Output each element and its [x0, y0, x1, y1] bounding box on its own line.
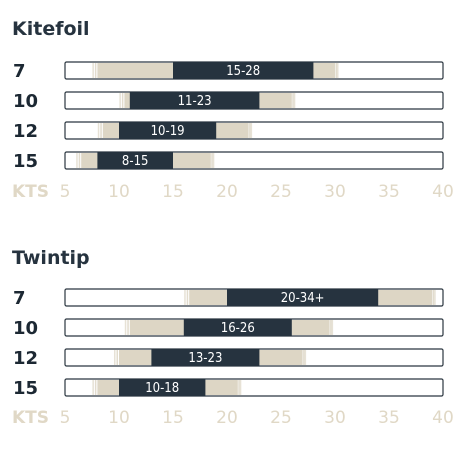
range-row: 12 10-19	[13, 121, 444, 142]
range-row: 10 11-23	[13, 91, 444, 112]
chart-title: Twintip	[12, 247, 90, 269]
fade-stripe	[303, 350, 305, 365]
tick-label: 20	[216, 408, 238, 428]
fade-stripe	[249, 123, 251, 138]
range-value-label: 15-28	[226, 64, 260, 79]
fade-stripe	[78, 153, 81, 168]
range-value-label: 10-18	[145, 381, 179, 396]
fade-stripe	[250, 123, 253, 138]
fade-stripe	[337, 63, 339, 78]
fade-stripe	[119, 93, 121, 108]
fade-stripe	[335, 63, 337, 78]
x-axis: KTS 5 10 15 20 25 30 35 40	[12, 182, 454, 202]
core-range-bar	[119, 379, 206, 396]
core-range-bar	[183, 319, 292, 336]
fade-stripe	[94, 380, 97, 395]
range-row: 12 13-23	[13, 348, 444, 369]
fade-stripe	[97, 123, 100, 138]
fade-stripe	[121, 93, 124, 108]
fade-stripe	[239, 380, 242, 395]
fade-stripe	[434, 290, 436, 305]
fade-stripe	[94, 63, 97, 78]
axis-label: KTS	[12, 408, 49, 428]
x-axis: KTS 5 10 15 20 25 30 35 40	[12, 408, 454, 428]
tick-label: 10	[108, 182, 130, 202]
fade-stripe	[92, 63, 94, 78]
fade-stripe	[186, 290, 189, 305]
kite-size-label: 7	[13, 61, 26, 82]
range-value-label: 16-26	[221, 321, 255, 336]
tick-label: 15	[162, 408, 184, 428]
core-range-bar	[227, 289, 379, 306]
fade-stripe	[293, 93, 296, 108]
fade-stripe	[114, 350, 116, 365]
kite-size-label: 10	[13, 318, 38, 339]
tick-label: 25	[270, 182, 292, 202]
fade-stripe	[100, 123, 102, 138]
tick-label: 10	[108, 408, 130, 428]
range-row: 10 16-26	[13, 318, 444, 339]
range-row: 15 8-15	[13, 151, 444, 172]
fade-stripe	[92, 380, 94, 395]
range-value-label: 8-15	[122, 154, 149, 169]
tick-label: 35	[378, 182, 400, 202]
kite-size-label: 7	[13, 288, 26, 309]
chart-0: Kitefoil 7 15-28 10 11-23 12 10-19 15 8-15 KTS 5 10…	[12, 18, 454, 202]
tick-label: 30	[324, 408, 346, 428]
fade-stripe	[127, 320, 129, 335]
core-range-bar	[97, 152, 173, 169]
axis-label: KTS	[12, 182, 49, 202]
fade-stripe	[116, 350, 118, 365]
fade-stripe	[184, 290, 186, 305]
range-value-label: 11-23	[178, 94, 212, 109]
core-range-bar	[119, 122, 217, 139]
tick-label: 5	[60, 408, 71, 428]
tick-label: 25	[270, 408, 292, 428]
core-range-bar	[129, 92, 260, 109]
range-value-label: 13-23	[188, 351, 222, 366]
fade-stripe	[292, 93, 294, 108]
chart-1: Twintip 7 20-34+ 10 16-26 12 13-23 15 10-18 KTS 5 1…	[12, 247, 454, 428]
kite-size-label: 15	[13, 378, 38, 399]
core-range-bar	[173, 62, 314, 79]
kite-size-label: 10	[13, 91, 38, 112]
fade-stripe	[212, 153, 215, 168]
tick-label: 40	[432, 182, 454, 202]
tick-label: 15	[162, 182, 184, 202]
core-range-bar	[151, 349, 260, 366]
tick-label: 20	[216, 182, 238, 202]
range-row: 7 20-34+	[13, 288, 444, 309]
fade-stripe	[432, 290, 435, 305]
fade-stripe	[124, 320, 127, 335]
fade-stripe	[304, 350, 307, 365]
range-value-label: 20-34+	[281, 291, 325, 306]
kite-size-label: 12	[13, 348, 38, 369]
tick-label: 30	[324, 182, 346, 202]
tick-label: 35	[378, 408, 400, 428]
tick-label: 40	[432, 408, 454, 428]
fade-stripe	[331, 320, 334, 335]
fade-stripe	[330, 320, 332, 335]
fade-stripe	[76, 153, 78, 168]
chart-title: Kitefoil	[12, 18, 90, 40]
range-row: 7 15-28	[13, 61, 444, 82]
range-row: 15 10-18	[13, 378, 444, 399]
tick-label: 5	[60, 182, 71, 202]
fade-stripe	[211, 153, 213, 168]
range-value-label: 10-19	[151, 124, 185, 139]
fade-stripe	[238, 380, 240, 395]
kite-size-label: 12	[13, 121, 38, 142]
kite-size-label: 15	[13, 151, 38, 172]
